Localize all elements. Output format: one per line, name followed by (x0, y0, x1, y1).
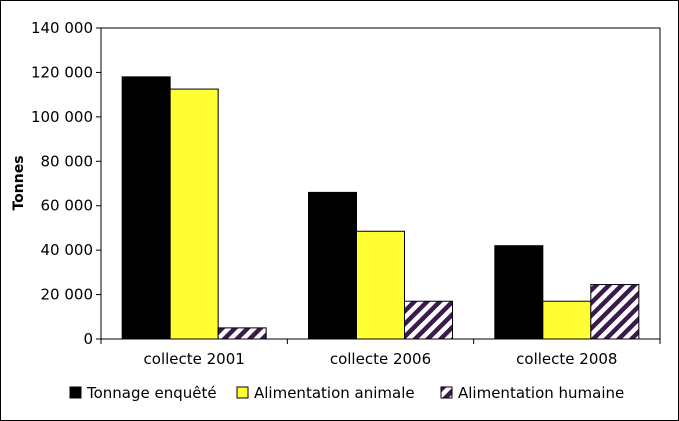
bar (356, 230, 405, 340)
y-axis: 0 20 000 40 000 60 000 80 000 100 000 120 000 1… (31, 19, 101, 348)
y-tick-label: 100 000 (31, 108, 93, 126)
y-axis-label: Tonnes (11, 155, 27, 210)
y-tick-label: 20 000 (41, 286, 94, 304)
legend-swatch (236, 386, 249, 399)
bars-group (121, 76, 640, 340)
y-tick-label: 40 000 (41, 241, 94, 259)
y-tick-label: 60 000 (41, 197, 94, 215)
bar (121, 76, 171, 340)
legend-swatch (440, 386, 453, 399)
x-category-label: collecte 2006 (330, 350, 431, 368)
bar (217, 327, 267, 340)
legend-label: Tonnage enquêté (86, 384, 217, 402)
x-category-label: collecte 2008 (516, 350, 617, 368)
bar (169, 88, 219, 340)
legend: Tonnage enquêté Alimentation animale Alime… (69, 384, 624, 402)
legend-label: Alimentation humaine (458, 384, 624, 402)
legend-label: Alimentation animale (254, 384, 415, 402)
x-category-label: collecte 2001 (144, 350, 245, 368)
bar (308, 191, 357, 340)
bar (404, 300, 453, 340)
y-tick-label: 120 000 (31, 63, 93, 81)
y-tick-label: 80 000 (41, 152, 94, 170)
y-tick-label: 0 (83, 330, 93, 348)
bar (590, 284, 640, 340)
y-tick-label: 140 000 (31, 19, 93, 37)
bar (542, 300, 592, 340)
x-axis: collecte 2001 collecte 2006 collecte 2008 (100, 339, 661, 368)
bar (494, 245, 544, 340)
legend-swatch (69, 386, 82, 399)
